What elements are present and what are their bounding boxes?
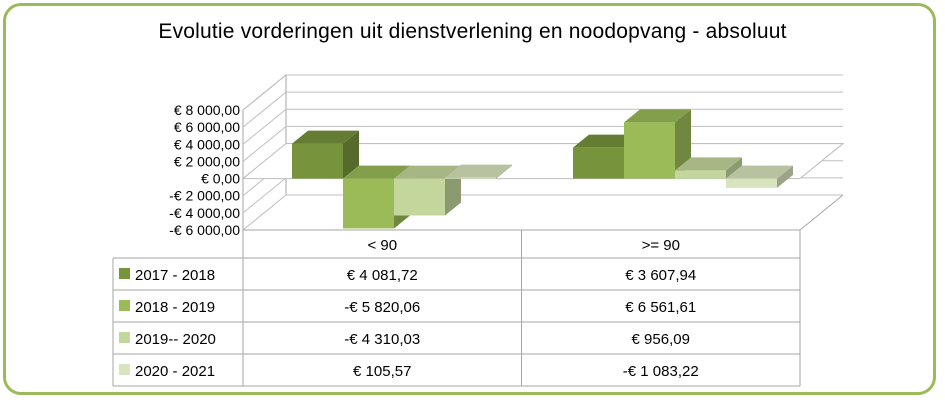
bar-top	[445, 164, 512, 178]
bar-top	[624, 109, 691, 123]
chart-frame	[3, 3, 936, 395]
chart-title: Evolutie vorderingen uit dienstverlening…	[158, 20, 787, 43]
y-tick-label: -€ 2 000,00	[169, 188, 240, 204]
bar	[726, 178, 777, 188]
bar-top	[292, 130, 359, 144]
data-label: -€ 5 820,06	[344, 299, 420, 316]
gridline	[242, 91, 843, 128]
bar-side	[777, 165, 793, 188]
y-tick-label: € 6 000,00	[174, 119, 240, 135]
data-label: € 105,57	[353, 363, 411, 380]
legend-entry: 2019-- 2020	[135, 331, 216, 348]
legend-entry: 2017 - 2018	[135, 267, 215, 284]
bar-side	[343, 130, 359, 179]
bar	[573, 147, 624, 179]
bar	[624, 122, 675, 179]
legend-swatch	[119, 268, 130, 279]
bar-top	[573, 134, 640, 148]
y-tick-label: -€ 4 000,00	[169, 205, 240, 221]
data-label: € 3 607,94	[625, 267, 696, 284]
bar-top	[726, 165, 793, 179]
y-tick-label: € 2 000,00	[174, 153, 240, 169]
bar	[394, 178, 445, 216]
gridline	[242, 194, 843, 231]
legend-swatch	[119, 364, 130, 375]
y-tick-label: € 8 000,00	[174, 102, 240, 118]
y-tick-label: € 4 000,00	[174, 136, 240, 152]
y-tick-label: -€ 6 000,00	[169, 222, 240, 238]
bar-top	[343, 165, 410, 179]
bar	[675, 170, 726, 179]
legend-entry: 2020 - 2021	[135, 363, 215, 380]
bar	[292, 143, 343, 179]
legend-swatch	[119, 300, 130, 311]
gridline	[242, 108, 843, 145]
bar	[445, 177, 496, 179]
bar-side	[726, 157, 742, 179]
bar-side	[496, 164, 512, 179]
data-label: -€ 4 310,03	[344, 331, 420, 348]
category-label: < 90	[367, 237, 397, 254]
legend-swatch	[119, 332, 130, 343]
gridline	[242, 74, 843, 111]
data-label: € 4 081,72	[347, 267, 418, 284]
y-tick-label: € 0,00	[201, 171, 240, 187]
legend-entry: 2018 - 2019	[135, 299, 215, 316]
category-label: >= 90	[642, 237, 680, 254]
floor-outline	[243, 194, 844, 231]
data-label: € 956,09	[632, 331, 690, 348]
data-label: € 6 561,61	[625, 299, 696, 316]
bar	[343, 178, 394, 229]
data-label: -€ 1 083,22	[623, 363, 699, 380]
bar-top	[675, 157, 742, 171]
bar-top	[394, 165, 461, 179]
